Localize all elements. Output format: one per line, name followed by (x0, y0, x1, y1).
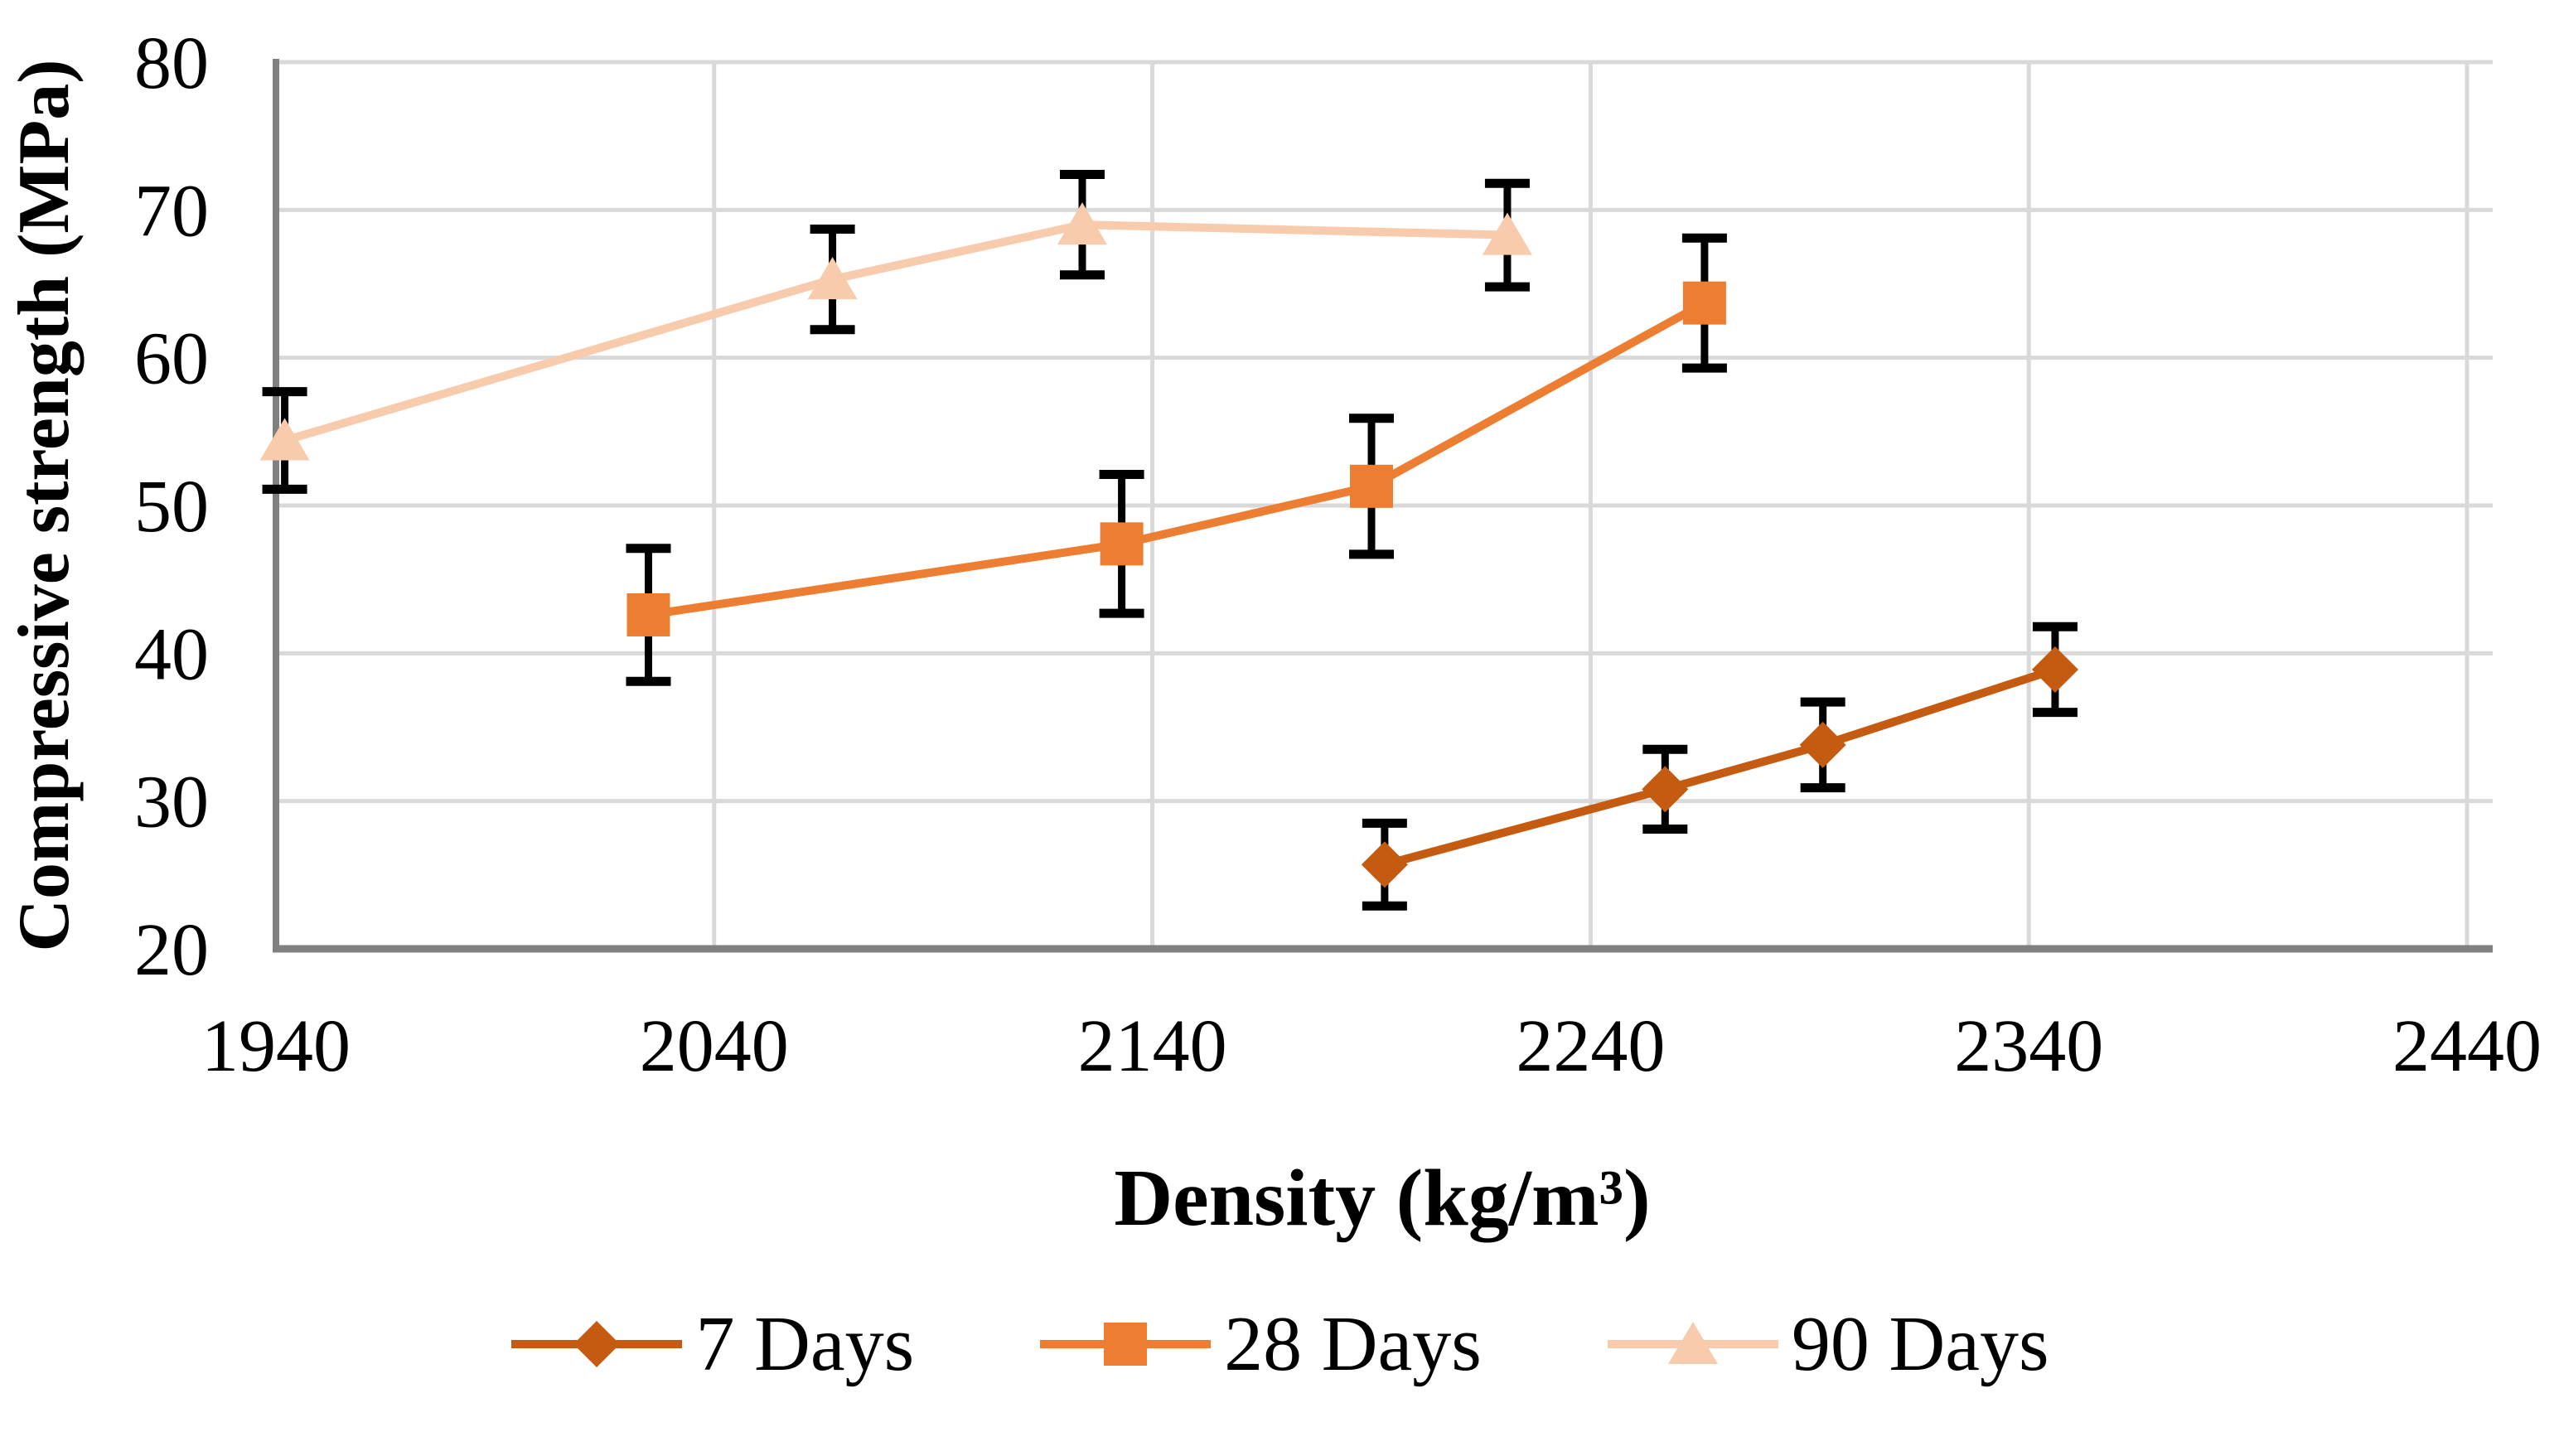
diamond-marker (1361, 841, 1408, 888)
x-tick-label: 2240 (1516, 1005, 1665, 1087)
triangle-marker (807, 257, 858, 300)
x-tick-label: 2340 (1954, 1005, 2103, 1087)
series-line (1383, 665, 2057, 869)
series-7-days (1361, 622, 2078, 911)
legend-item-90-days: 90 Days (1606, 1299, 2049, 1389)
legend-label: 90 Days (1791, 1301, 2049, 1387)
diamond-marker (2031, 646, 2078, 693)
square-icon (1104, 1323, 1148, 1366)
x-tick-label: 2440 (2392, 1005, 2542, 1087)
y-tick-label: 30 (134, 762, 209, 844)
y-axis-title: Compressive strength (MPa) (4, 59, 85, 951)
triangle-marker (1057, 202, 1107, 245)
square-marker (1682, 281, 1726, 325)
y-tick-label: 40 (134, 613, 209, 695)
triangle-marker (1482, 212, 1532, 255)
x-tick-label: 1940 (201, 1005, 351, 1087)
series-line (647, 299, 1707, 619)
series-90-days (259, 170, 1532, 494)
x-tick-label: 2140 (1078, 1005, 1227, 1087)
square-legend-swatch (1040, 1323, 1212, 1366)
axes (273, 59, 2493, 953)
diamond-marker (1642, 766, 1689, 813)
x-axis-title: Density (kg/m³) (1114, 1154, 1650, 1243)
triangle-icon (1667, 1322, 1718, 1364)
series-line (283, 220, 1508, 445)
y-tick-label: 50 (134, 466, 209, 548)
square-marker (626, 593, 670, 636)
y-tick-label: 70 (134, 170, 209, 252)
diamond-marker (1799, 721, 1846, 768)
x-tick-label: 2040 (640, 1005, 789, 1087)
series-group (259, 170, 2078, 911)
legend-item-7-days: 7 Days (510, 1299, 914, 1389)
triangle-marker (259, 418, 310, 461)
diamond-legend-swatch (511, 1321, 683, 1367)
diamond-icon (573, 1321, 621, 1367)
legend-label: 28 Days (1224, 1301, 1482, 1387)
legend-item-28-days: 28 Days (1038, 1299, 1482, 1389)
triangle-legend-swatch (1607, 1322, 1778, 1364)
series-28-days (626, 233, 1727, 686)
y-tick-label: 60 (134, 318, 209, 400)
legend-label: 7 Days (695, 1301, 915, 1387)
y-tick-label: 80 (134, 22, 209, 104)
y-tick-label: 20 (134, 909, 209, 991)
square-marker (1350, 464, 1393, 508)
legend: 7 Days 28 Days 90 Days (0, 1299, 2559, 1389)
tick-labels: 20 30 40 50 60 70 80 1940 2040 2140 2240 2340 2440 (134, 22, 2542, 1087)
square-marker (1100, 522, 1144, 566)
